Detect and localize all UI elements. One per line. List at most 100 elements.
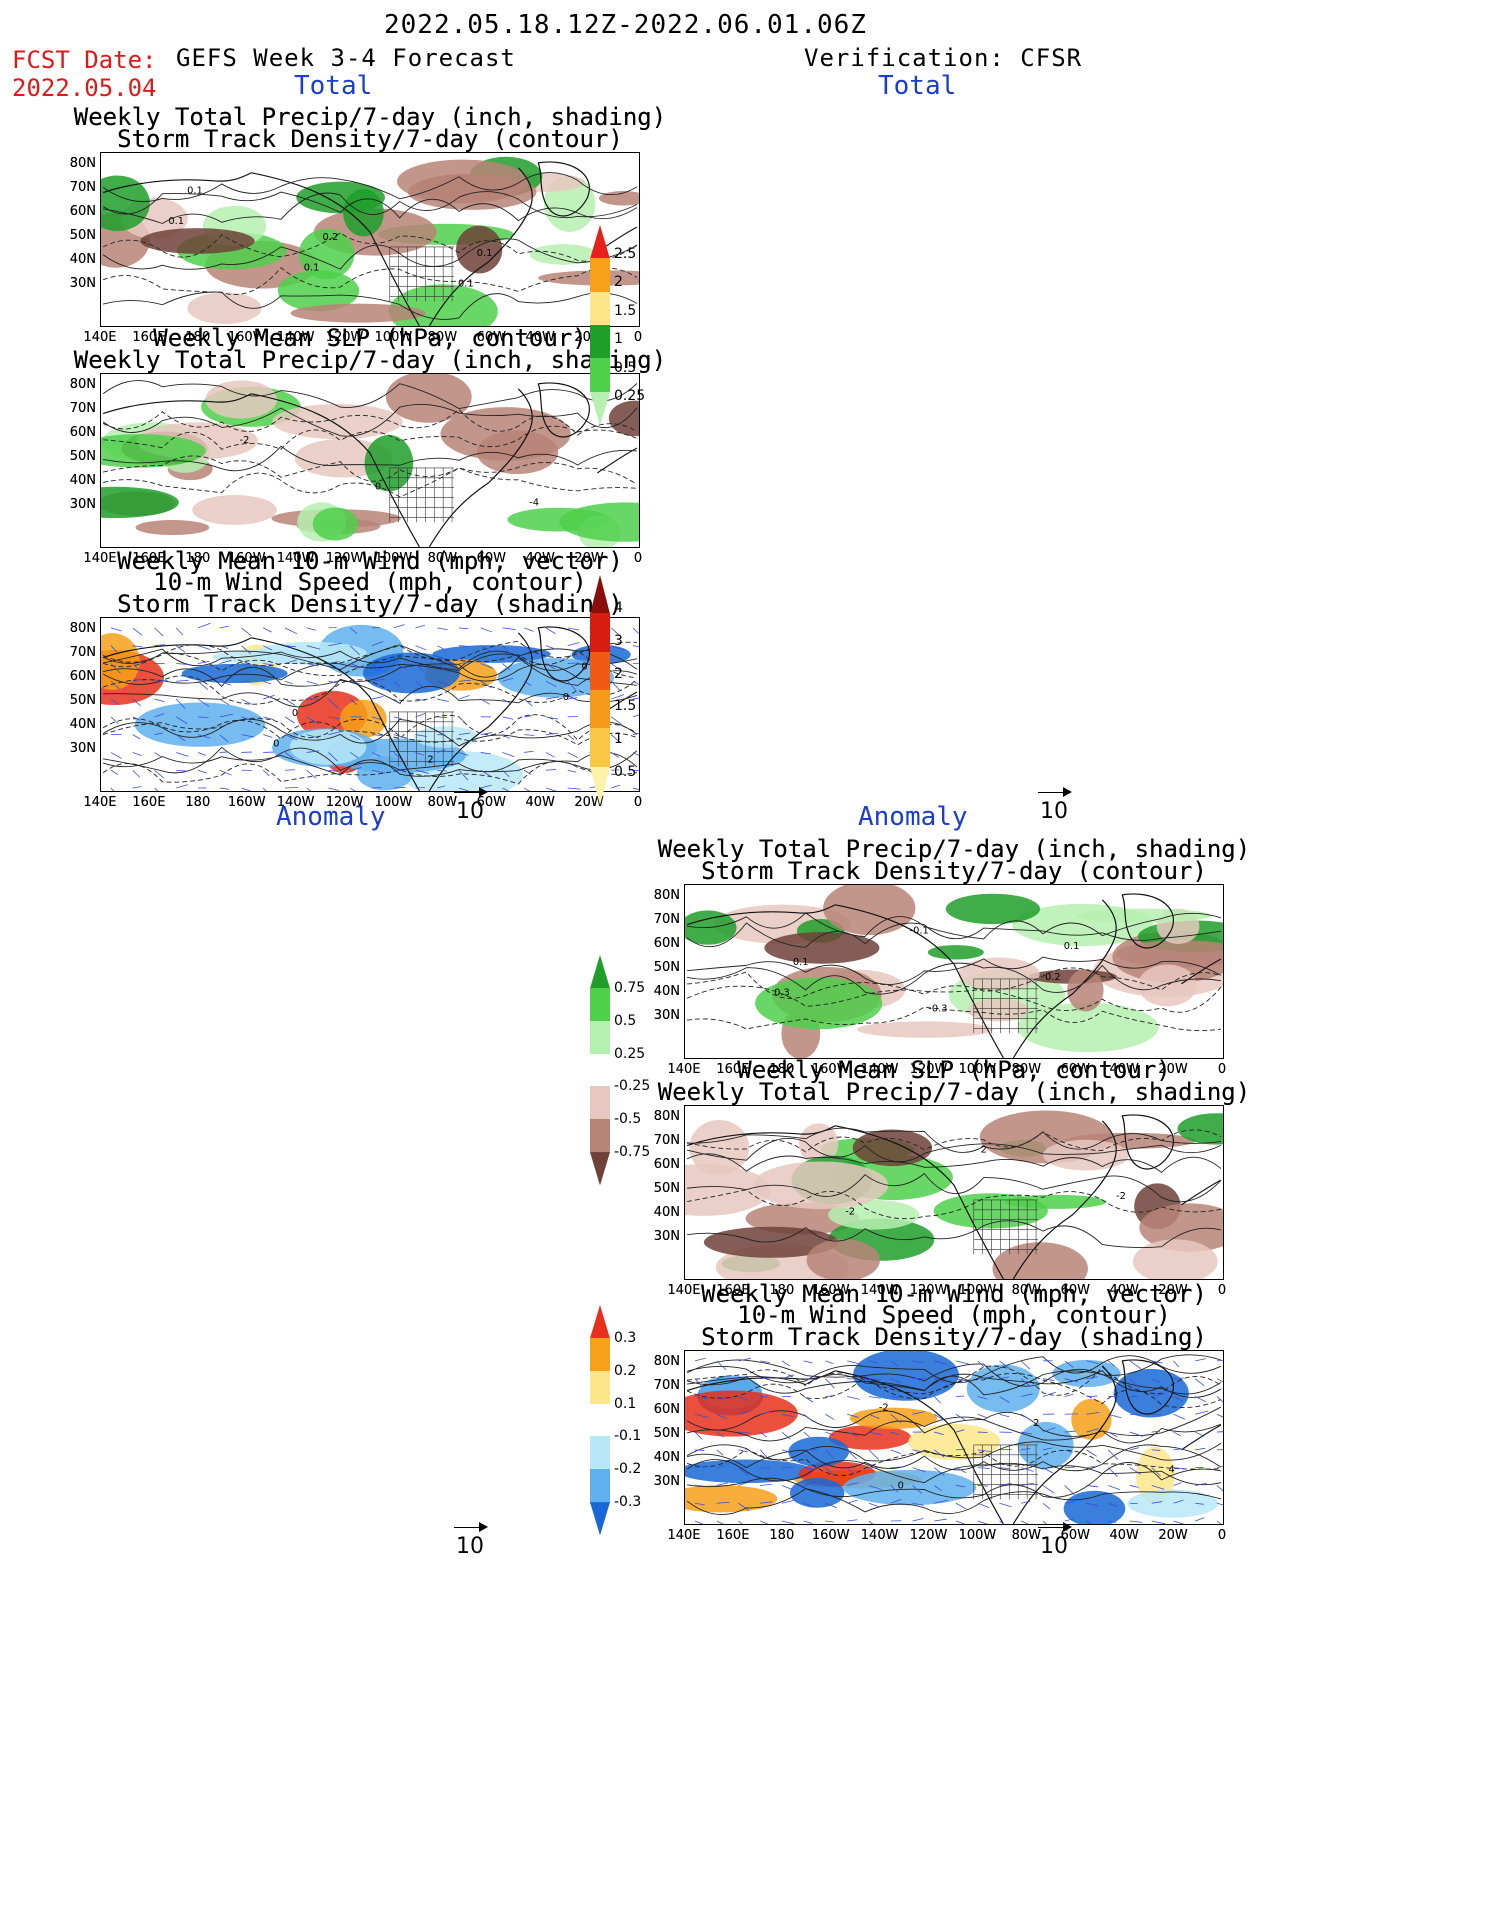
- vector-reference-value: 10: [1040, 1534, 1068, 1559]
- fcst-anom-wind-contour-label: 0: [563, 692, 569, 703]
- lon-label: 120W: [325, 330, 364, 345]
- lat-label: 60N: [653, 1157, 680, 1172]
- lat-label: 40N: [653, 984, 680, 999]
- vector-reference: 10: [1034, 1520, 1074, 1559]
- lon-label: 120W: [325, 795, 364, 810]
- fcst-anom-slp-contour-label: -2: [240, 435, 250, 446]
- fcst-anom-precip-contour-label: 0.1: [304, 263, 320, 274]
- fcst-anom-wind-title-line: Weekly Mean 10-m Wind (mph, vector): [117, 546, 623, 575]
- fcst-total-wind-title-line: Storm Track Density/7-day (shading): [117, 589, 623, 618]
- storm-anom-bar-segment: [590, 1370, 610, 1405]
- lat-label: 50N: [653, 1426, 680, 1441]
- fcst-anom-wind-title: Weekly Mean 10-m Wind (mph, vector) 10-m …: [70, 546, 670, 615]
- lat-label: 70N: [653, 912, 680, 927]
- lon-label: 160W: [811, 1283, 850, 1298]
- lon-label: 140E: [83, 330, 117, 345]
- storm-total-bar-segment: [590, 728, 610, 768]
- right-total-label: Total: [878, 71, 957, 101]
- fcst-anom-slp-map-graphic: -4 -2 0: [101, 374, 639, 547]
- vector-reference: 10: [450, 1520, 490, 1559]
- lat-label: 70N: [653, 912, 680, 927]
- lon-label: 80W: [427, 330, 458, 345]
- lon-label: 120W: [909, 1062, 948, 1077]
- lon-label: 80W: [427, 551, 458, 566]
- left-column-title: GEFS Week 3-4 Forecast: [176, 44, 516, 72]
- precip-anom-bar-segment: [590, 1020, 610, 1055]
- lon-label: 100W: [958, 1283, 997, 1298]
- lon-label: 60W: [1060, 1062, 1090, 1077]
- lon-label: 140W: [276, 551, 315, 566]
- lon-label: 160W: [227, 551, 266, 566]
- lon-label: 140W: [276, 795, 315, 810]
- lon-label: 0: [1217, 1062, 1227, 1077]
- lon-label: 60W: [476, 551, 506, 566]
- verif-total-slp-title: Weekly Mean SLP (hPa, contour) Weekly Tot…: [654, 1058, 1254, 1103]
- lon-label: 160E: [716, 1528, 750, 1543]
- storm-anom-bar-segment: [590, 1403, 610, 1437]
- storm-total-bar-segment: [590, 575, 610, 614]
- precip-anom-bar-segment: [590, 955, 610, 989]
- lon-label: 180: [769, 1528, 795, 1543]
- lon-label: 20W: [1158, 1062, 1188, 1077]
- lat-label: 70N: [69, 401, 96, 416]
- lon-label: 160E: [716, 1283, 750, 1298]
- verif-anom-precip-title: Weekly Total Precip/7-day (inch, shading…: [654, 835, 1254, 882]
- verif-anom-precip-title-line: Weekly Total Precip/7-day (inch, shading…: [657, 835, 1251, 863]
- lat-label: 30N: [69, 497, 96, 512]
- fcst-total-precip-title: Weekly Total Precip/7-day (inch, shading…: [70, 105, 670, 150]
- verif-anom-precip-contour-label: 0.2: [1045, 972, 1061, 983]
- lon-label: 160W: [227, 330, 266, 345]
- vector-arrow-icon: [450, 1520, 490, 1534]
- lon-label: 140E: [667, 1283, 701, 1298]
- lon-label: 100W: [374, 551, 413, 566]
- verif-anom-precip-map: 0.1 -0.3 0.1 0.3 -0.1 0.2: [684, 884, 1224, 1059]
- vector-reference-value: 10: [456, 799, 484, 824]
- lon-label: 180: [185, 330, 211, 345]
- lon-label: 100W: [374, 330, 413, 345]
- lat-label: 50N: [69, 449, 96, 464]
- lat-label: 80N: [653, 1109, 680, 1124]
- lon-label: 120W: [909, 1283, 948, 1298]
- lon-label: 140W: [276, 795, 315, 810]
- lat-label: 40N: [69, 252, 96, 267]
- verif-anom-wind-map: 0 2 4 -2: [684, 1350, 1224, 1525]
- lon-label: 60W: [1060, 1283, 1090, 1298]
- vector-reference-value: 10: [456, 1534, 484, 1559]
- fcst-anom-slp-title: Weekly Mean SLP (hPa, contour) Weekly Tot…: [70, 326, 670, 371]
- lat-label: 60N: [69, 425, 96, 440]
- precip-total-bar-label: 1.5: [614, 302, 637, 319]
- lat-label: 40N: [653, 1205, 680, 1220]
- lon-label: 140E: [83, 551, 117, 566]
- lon-label: 160E: [716, 1283, 750, 1298]
- precip-anom-bar-segment: [590, 1152, 610, 1186]
- lon-label: 160E: [716, 1528, 750, 1543]
- lon-label: 140W: [860, 1062, 899, 1077]
- lat-label: 50N: [653, 1181, 680, 1196]
- lon-label: 160E: [716, 1062, 750, 1077]
- verif-anom-slp-contour-label: 2: [981, 1144, 987, 1155]
- lat-label: 50N: [69, 693, 96, 708]
- lat-label: 30N: [69, 497, 96, 512]
- storm-anom-bar-segment: [590, 1337, 610, 1372]
- storm-total-bar-segment: [590, 766, 610, 806]
- fcst-anom-wind-contour-label: 2: [427, 754, 433, 765]
- fcst-anom-precip-title-line: Storm Track Density/7-day (contour): [117, 124, 623, 153]
- lon-label: 160E: [132, 795, 166, 810]
- lon-label: 160W: [811, 1528, 850, 1543]
- lat-label: 60N: [69, 204, 96, 219]
- precip-anom-bar-label: -0.75: [614, 1144, 651, 1161]
- lon-label: 160W: [227, 551, 266, 566]
- lon-label: 140E: [83, 330, 117, 345]
- lon-label: 40W: [1109, 1283, 1139, 1298]
- lat-label: 50N: [69, 228, 96, 243]
- fcst-anom-wind-title-line: 10-m Wind Speed (mph, contour): [153, 568, 587, 596]
- lon-label: 140W: [860, 1528, 899, 1543]
- lon-label: 180: [769, 1062, 795, 1077]
- precip-anom-bar-segment: [590, 1086, 610, 1120]
- lon-label: 120W: [325, 551, 364, 566]
- lon-label: 120W: [325, 795, 364, 810]
- lat-label: 60N: [69, 204, 96, 219]
- fcst-total-wind-title-line: 10-m Wind Speed (mph, contour): [153, 568, 587, 596]
- lon-label: 0: [1217, 1528, 1227, 1543]
